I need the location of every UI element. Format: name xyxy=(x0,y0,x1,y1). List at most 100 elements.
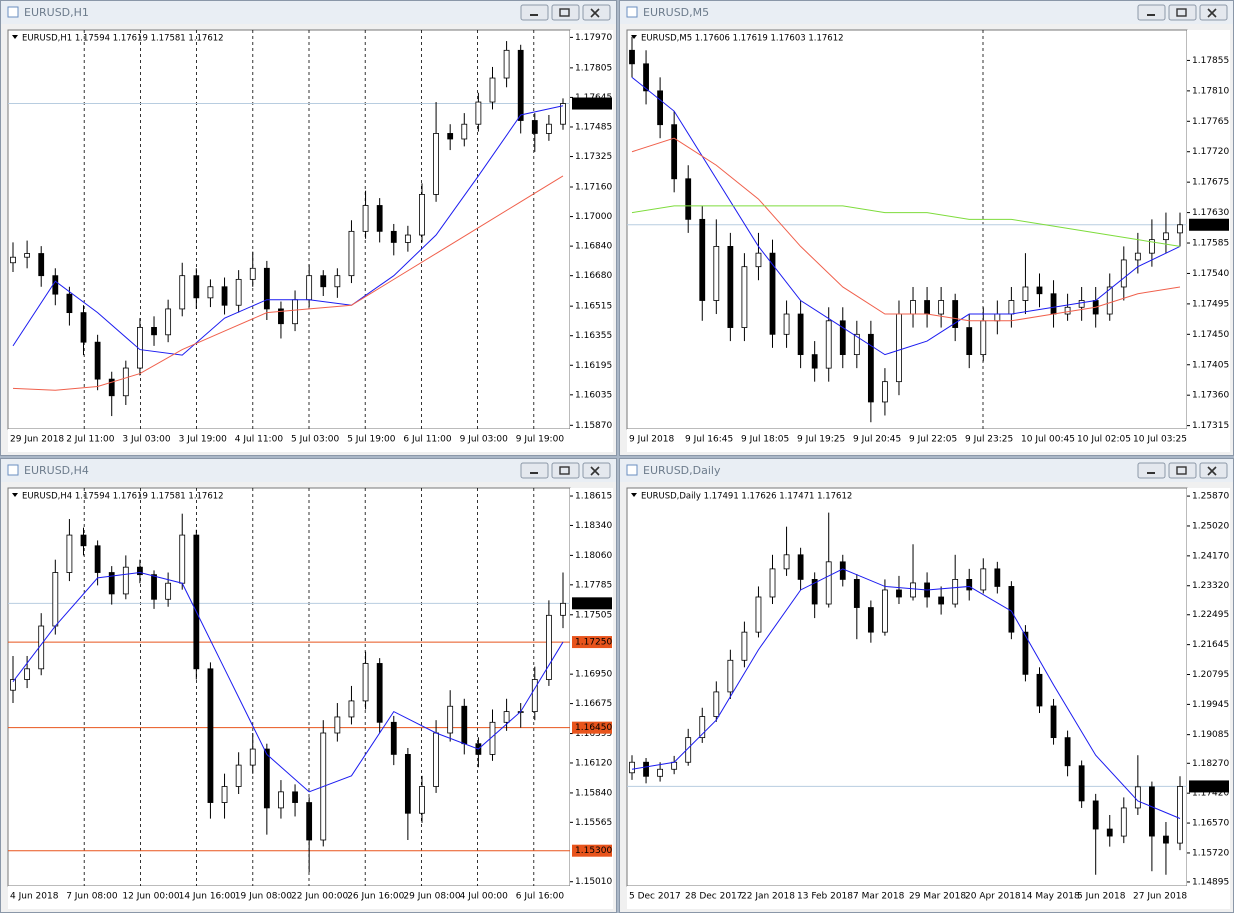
y-tick-label: 1.15565 xyxy=(575,818,612,828)
minimize-button[interactable] xyxy=(520,462,549,479)
candle-body xyxy=(1064,737,1071,767)
candle-body xyxy=(1177,786,1183,844)
minimize-button[interactable] xyxy=(520,4,549,21)
y-tick-label: 1.15720 xyxy=(1192,848,1229,858)
maximize-button[interactable] xyxy=(1168,462,1197,479)
y-tick-label: 1.23320 xyxy=(1192,581,1229,591)
candle-body xyxy=(699,716,706,739)
maximize-button[interactable] xyxy=(551,4,580,21)
candle-body xyxy=(952,300,959,328)
candle-body xyxy=(433,133,439,195)
candle-body xyxy=(825,320,832,369)
candle-body xyxy=(713,691,720,717)
x-tick-label: 3 Jul 19:00 xyxy=(179,435,228,445)
candle-body xyxy=(671,124,678,180)
candle-body xyxy=(179,534,186,584)
price-axis xyxy=(1187,488,1230,886)
y-tick-label: 1.16570 xyxy=(1192,819,1229,829)
maximize-glyph xyxy=(1176,8,1187,17)
y-tick-label: 1.15870 xyxy=(575,421,612,431)
candle-body xyxy=(839,561,846,580)
window-icon xyxy=(626,6,638,18)
candle-body xyxy=(165,582,172,600)
y-tick-label: 1.17405 xyxy=(1192,360,1229,370)
x-tick-label: 29 Jun 2018 xyxy=(10,435,64,445)
y-tick-label: 1.17485 xyxy=(575,122,612,132)
level-label: 1.16450 xyxy=(575,723,612,733)
y-tick-label: 1.17805 xyxy=(575,63,612,73)
candle-body xyxy=(685,737,692,763)
candle-body xyxy=(122,367,129,397)
candle-body xyxy=(896,313,902,383)
candle-body xyxy=(699,218,706,301)
candle-body xyxy=(783,554,790,570)
candle-body xyxy=(1148,239,1155,254)
window-icon xyxy=(7,6,19,18)
candle-body xyxy=(685,178,692,220)
maximize-button[interactable] xyxy=(551,462,580,479)
candle-body xyxy=(882,381,888,403)
header-arrow xyxy=(631,493,637,497)
y-tick-label: 1.15840 xyxy=(575,788,612,798)
plot-area xyxy=(626,487,1188,887)
candle-body xyxy=(560,602,566,616)
maximize-button[interactable] xyxy=(1168,4,1197,21)
chart-window: EURUSD,H1 29 Jun 2018 2 Jul 11:00 3 Jul 03:… xyxy=(0,0,617,456)
candle-body xyxy=(376,663,383,723)
candle-body xyxy=(489,77,496,103)
level-label-box xyxy=(572,844,612,857)
candle-body xyxy=(94,341,101,380)
candle-body xyxy=(853,333,860,356)
candle-body xyxy=(853,579,860,608)
y-tick-label: 1.17675 xyxy=(1192,178,1229,188)
candle-body xyxy=(207,286,214,299)
candle-body xyxy=(629,761,635,774)
close-glyph xyxy=(1207,466,1217,476)
y-tick-label: 1.17720 xyxy=(1192,147,1229,157)
maximize-glyph xyxy=(559,8,570,17)
last-price-box xyxy=(572,597,612,610)
candle-body xyxy=(938,300,945,315)
x-tick-label: 9 Jul 23:25 xyxy=(965,435,1013,445)
last-price-label: 1.17612 xyxy=(575,599,612,609)
candle-body xyxy=(1134,786,1141,809)
candle-body xyxy=(306,802,313,841)
minimize-button[interactable] xyxy=(1137,4,1166,21)
candle-body xyxy=(404,234,411,243)
candle-body xyxy=(179,275,186,310)
candle-body xyxy=(52,572,59,627)
candle-body xyxy=(741,631,748,661)
window-title: EURUSD,H1 xyxy=(24,6,89,19)
candle-body xyxy=(419,786,425,814)
candle-body xyxy=(348,230,355,277)
candle-body xyxy=(151,327,157,336)
level-label-box xyxy=(572,636,612,649)
minimize-button[interactable] xyxy=(1137,462,1166,479)
x-tick-label: 22 Jun 00:00 xyxy=(291,892,348,902)
candle-body xyxy=(1064,306,1071,315)
x-tick-label: 7 Jun 08:00 xyxy=(66,892,118,902)
candle-body xyxy=(769,252,776,335)
last-price-box xyxy=(1189,780,1229,793)
last-price-label: 1.17612 xyxy=(1192,782,1229,792)
candle-body xyxy=(362,205,369,232)
x-tick-label: 9 Jul 2018 xyxy=(629,435,674,445)
candle-body xyxy=(966,579,973,591)
x-tick-label: 9 Jul 19:00 xyxy=(516,435,565,445)
candle-body xyxy=(10,679,16,691)
candle-body xyxy=(769,568,776,598)
close-glyph xyxy=(590,8,600,18)
moving-average xyxy=(12,105,564,356)
candle-body xyxy=(193,534,200,670)
window-title: EURUSD,H4 xyxy=(24,464,89,477)
candle-body xyxy=(1163,232,1169,241)
candle-body xyxy=(1177,224,1183,234)
x-tick-label: 14 Jun 16:00 xyxy=(179,892,236,902)
candle-body xyxy=(503,711,510,723)
y-tick-label: 1.17765 xyxy=(1192,117,1229,127)
y-tick-label: 1.17785 xyxy=(575,580,612,590)
candle-body xyxy=(825,561,832,605)
candle-body xyxy=(334,275,341,288)
x-tick-label: 10 Jul 03:25 xyxy=(1133,435,1187,445)
candle-body xyxy=(1134,252,1141,261)
